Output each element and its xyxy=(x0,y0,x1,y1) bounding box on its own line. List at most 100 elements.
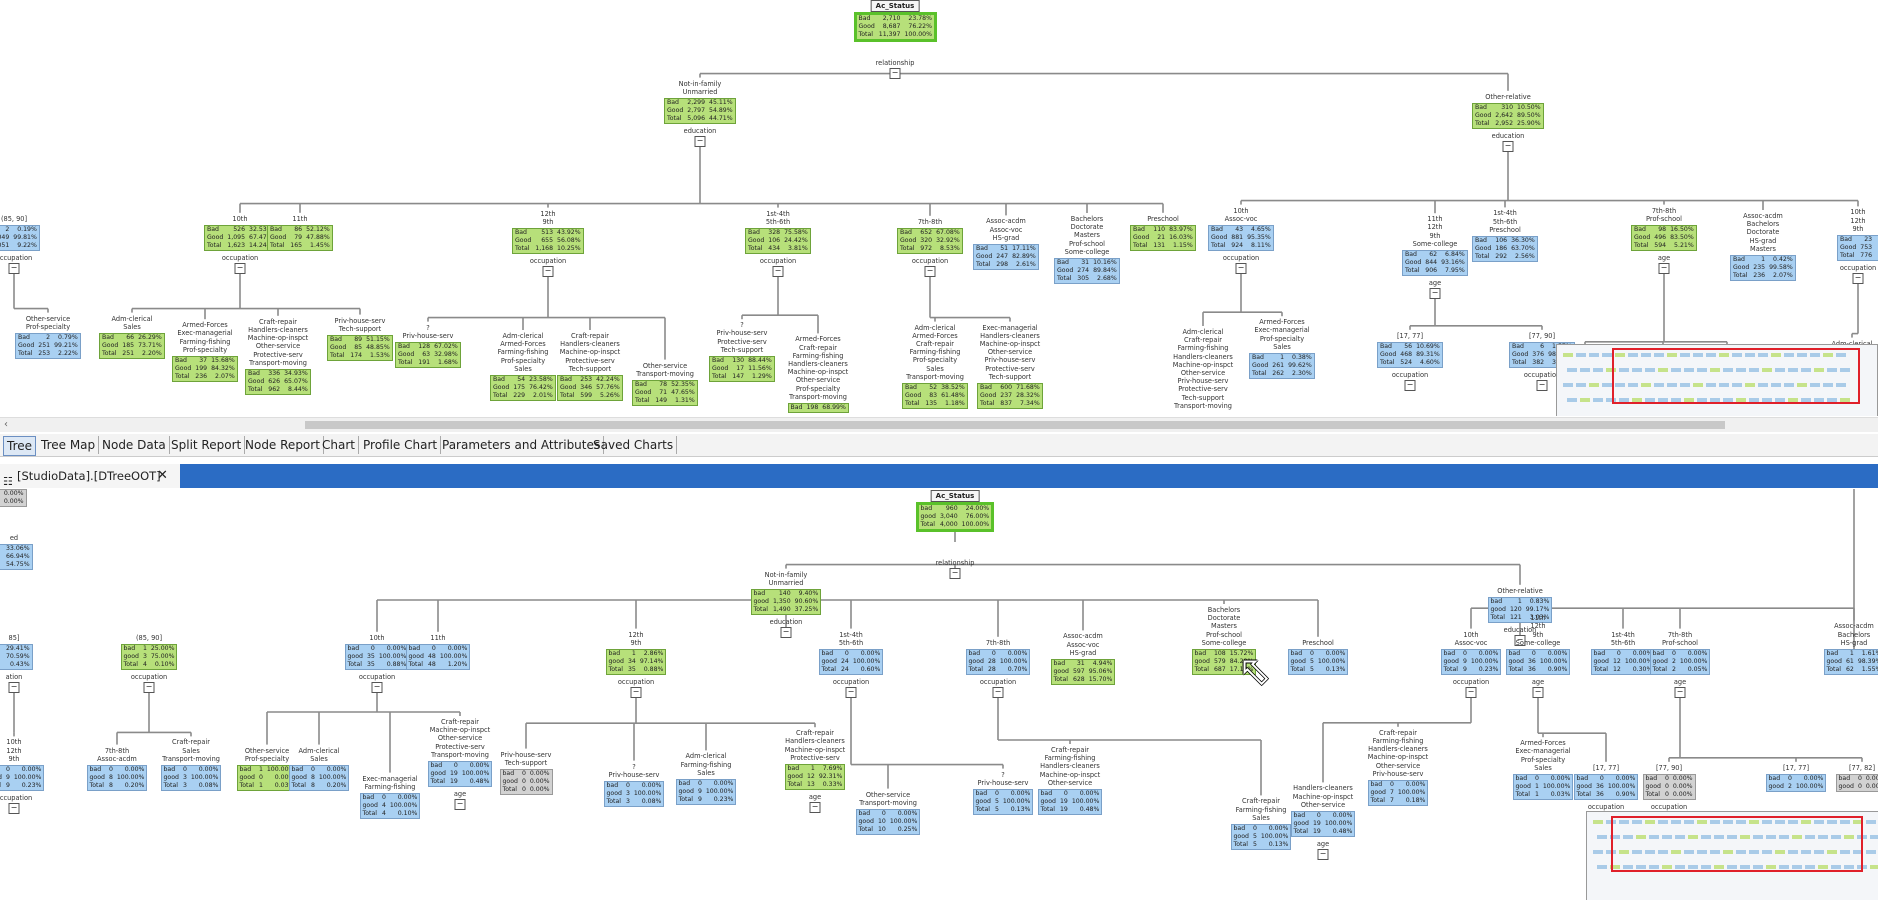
tree-node[interactable]: bad 0 0.00% good 10 100.00% Total 10 0.25% xyxy=(855,809,921,835)
tree-node[interactable]: bad 1 7.69% good 12 92.31% Total 13 0.33% xyxy=(784,764,846,790)
collapse-toggle-icon[interactable]: − xyxy=(1536,380,1548,391)
tree-node[interactable]: Bad 600 71.68% Good 237 28.32% Total 837 7.34% xyxy=(977,383,1043,409)
tree-node[interactable]: bad 1 0.83% good 120 99.17% Total 121 3.03% xyxy=(1487,597,1553,623)
tree-node[interactable]: bad 0 0.00% good 7 100.00% Total 7 0.18% xyxy=(1367,780,1429,806)
tree-node[interactable]: bad 0 0.00% good 35 100.00% Total 35 0.88% xyxy=(344,644,410,670)
scroll-left-icon[interactable]: ‹ xyxy=(4,419,8,430)
tree-node[interactable]: bad 0 0.00% good 12 100.00% Total 12 0.30% xyxy=(1590,649,1656,675)
tree-node[interactable]: bad 0 0.00% good 5 100.00% Total 5 0.13% xyxy=(1287,649,1349,675)
tree-node[interactable]: bad 108 15.72% good 579 84.28% Total 687 17.18% xyxy=(1191,649,1257,675)
horizontal-scrollbar[interactable]: ‹ xyxy=(0,417,1878,432)
tree-node[interactable]: bad 0 0.00% good 1 100.00% Total 1 0.03% xyxy=(1512,774,1574,800)
tree-node[interactable]: bad 0 0.00% good 3 100.00% Total 3 0.08% xyxy=(160,765,222,791)
minimap-viewport[interactable] xyxy=(1612,348,1860,404)
root-node[interactable]: bad 960 24.00% good 3,040 76.00% Total 4,000 100… xyxy=(915,502,995,532)
collapse-toggle-icon[interactable]: − xyxy=(630,687,642,698)
tree-node[interactable]: bad 1 2.86% good 34 97.14% Total 35 0.88% xyxy=(605,649,667,675)
collapse-toggle-icon[interactable]: − xyxy=(1235,263,1247,274)
tree-canvas-top[interactable]: Ac_Status Bad 2,710 23.78% Good 8,687 76.22% To… xyxy=(0,0,1878,416)
tree-node[interactable]: Bad 253 42.24% Good 346 57.76% Total 599 5.26% xyxy=(557,375,623,401)
tree-node[interactable]: Bad 128 67.02% Good 63 32.98% Total 191 1.68% xyxy=(395,342,461,368)
tree-node[interactable]: bad 0 0.00% good 4 100.00% Total 4 0.10% xyxy=(359,793,421,819)
tree-node[interactable]: Bad 86 52.12% Good 79 47.88% Total 165 1.45% xyxy=(267,225,333,251)
minimap-viewport[interactable] xyxy=(1611,816,1863,872)
tab-tree[interactable]: Tree xyxy=(3,436,37,456)
tree-node[interactable]: bad 0 0.00% good 8 100.00% Total 8 0.20% xyxy=(86,765,148,791)
tree-node[interactable]: bad 1 100.00% good 0 0.00% Total 1 0.03% xyxy=(236,765,298,791)
scrollbar-thumb[interactable] xyxy=(305,421,1725,429)
tree-node[interactable]: Bad 106 36.30% Good 186 63.70% Total 292 2.56% xyxy=(1472,236,1538,262)
tree-node[interactable]: Bad 54 23.58% Good 175 76.42% Total 229 2.01% xyxy=(490,375,556,401)
collapse-toggle-icon[interactable]: − xyxy=(924,266,936,277)
tree-node[interactable]: bad 0 0.00% good 8 100.00% Total 8 0.20% xyxy=(288,765,350,791)
collapse-toggle-icon[interactable]: − xyxy=(1658,263,1670,274)
collapse-toggle-icon[interactable]: − xyxy=(1674,687,1686,698)
tab-chart[interactable]: Chart xyxy=(319,436,359,454)
tree-node[interactable]: 2 0.19% ,04999.81%,051 9.22% xyxy=(0,225,40,251)
collapse-toggle-icon[interactable]: − xyxy=(1852,273,1864,284)
tree-node[interactable]: Bad 1 0.42% Good 235 99.58% Total 236 2.07% xyxy=(1730,255,1796,281)
collapse-toggle-icon[interactable]: − xyxy=(889,68,901,79)
root-node[interactable]: Bad 2,710 23.78% Good 8,687 76.22% Total 11,397… xyxy=(853,12,937,42)
tree-node[interactable]: bad 1 25.00% good 3 75.00% Total 4 0.10% xyxy=(120,644,178,670)
collapse-toggle-icon[interactable]: − xyxy=(694,136,706,147)
tree-node[interactable]: bad 0 0.00% good 3 100.00% Total 3 0.08% xyxy=(603,781,665,807)
collapse-toggle-icon[interactable]: − xyxy=(8,263,20,274)
tree-node[interactable]: Bad 37 15.68% Good 199 84.32% Total 236 2.07% xyxy=(172,356,238,382)
collapse-toggle-icon[interactable]: − xyxy=(1532,687,1544,698)
collapse-toggle-icon[interactable]: − xyxy=(1404,380,1416,391)
collapse-toggle-icon[interactable]: − xyxy=(371,682,383,693)
collapse-toggle-icon[interactable]: − xyxy=(949,568,961,579)
tree-node[interactable]: Bad 66 26.29% Good 185 73.71% Total 251 2.20% xyxy=(99,333,165,359)
close-tab-icon[interactable]: ✕ xyxy=(157,468,168,483)
tree-node[interactable]: Bad 89 51.15% Good 85 48.85% Total 174 1.53% xyxy=(327,335,393,361)
tree-node[interactable]: bad 0 0.00% good 19 100.00% Total 19 0.48% xyxy=(1037,789,1103,815)
tree-node[interactable]: bad 0 0.00% good 2 100.00% Total 2 0.05% xyxy=(1649,649,1711,675)
tab-tree-map[interactable]: Tree Map xyxy=(38,436,100,454)
collapse-toggle-icon[interactable]: − xyxy=(780,627,792,638)
tab-node-report[interactable]: Node Report xyxy=(242,436,324,454)
collapse-toggle-icon[interactable]: − xyxy=(1502,141,1514,152)
collapse-toggle-icon[interactable]: − xyxy=(8,682,20,693)
tree-node[interactable]: Bad 62 6.84% Good 844 93.16% Total 906 7.95% xyxy=(1402,250,1468,276)
tree-node[interactable]: Bad 52 38.52% Good 83 61.48% Total 135 1.18% xyxy=(902,383,968,409)
tree-node[interactable]: bad 31 4.94% good 597 95.06% Total 628 15.70% xyxy=(1050,659,1116,685)
tree-node[interactable]: Bad 198 68.99% xyxy=(787,403,849,413)
tab-node-data[interactable]: Node Data xyxy=(99,436,170,454)
tree-node[interactable]: bad 0 0.00% good 36 100.00% Total 36 0.90% xyxy=(1573,774,1639,800)
tree-node[interactable]: Bad 2 0.79% Good 251 99.21% Total 253 2.22% xyxy=(15,333,81,359)
tree-node[interactable]: bad 0 0.00% good 48 100.00% Total 48 1.20% xyxy=(405,644,471,670)
tree-node[interactable]: Bad 1 0.38% Good 261 99.62% Total 262 2.30% xyxy=(1249,353,1315,379)
tree-node[interactable]: bad 0 0.00% good 0 0.00% Total 0 0.00% xyxy=(499,769,553,795)
collapse-toggle-icon[interactable]: − xyxy=(143,682,155,693)
tab-parameters-and-attributes[interactable]: Parameters and Attributes xyxy=(439,436,605,454)
tree-minimap[interactable] xyxy=(1556,344,1878,416)
tree-node[interactable]: Bad 51 17.11% Good 247 82.89% Total 298 2.61% xyxy=(973,244,1039,270)
tree-node[interactable]: Bad 336 34.93% Good 626 65.07% Total 962 8.44% xyxy=(245,369,311,395)
collapse-toggle-icon[interactable]: − xyxy=(542,266,554,277)
tree-node[interactable]: Bad 652 67.08% Good 320 32.92% Total 972 8.53% xyxy=(897,228,963,254)
collapse-toggle-icon[interactable]: − xyxy=(772,266,784,277)
tree-minimap[interactable] xyxy=(1586,811,1878,900)
collapse-toggle-icon[interactable]: − xyxy=(992,687,1004,698)
tree-node[interactable]: bad 0 0.00% good 19 100.00% Total 19 0.48% xyxy=(427,761,493,787)
tree-node[interactable]: Bad 130 88.44% Good 17 11.56% Total 147 1.29% xyxy=(709,356,775,382)
tree-node[interactable]: Bad 43 4.65% Good 881 95.35% Total 924 8.11% xyxy=(1208,225,1274,251)
collapse-toggle-icon[interactable]: − xyxy=(845,687,857,698)
collapse-toggle-icon[interactable]: − xyxy=(809,802,821,813)
tree-node[interactable]: bad 0 0.00% good 2 100.00% xyxy=(1765,774,1827,792)
tree-node[interactable]: 33.06% 66.94% 54.75% xyxy=(0,544,33,570)
tree-node[interactable]: Bad 2,299 45.11% Good 2,797 54.89% Total 5,096 4… xyxy=(664,98,736,124)
tree-node[interactable]: bad 0 0.00% good 19 100.00% Total 19 0.48% xyxy=(1290,811,1356,837)
tab-split-report[interactable]: Split Report xyxy=(168,436,246,454)
tree-node[interactable]: bad 140 9.40% good 1,350 90.60% Total 1,490 37.2… xyxy=(750,589,822,615)
document-tab[interactable]: ☷ [StudioData].[DTreeOOT] ✕ xyxy=(0,464,180,488)
tree-node[interactable]: Bad 310 10.50% Good 2,642 89.50% Total 2,952 25.… xyxy=(1472,103,1544,129)
tab-saved-charts[interactable]: Saved Charts xyxy=(590,436,678,454)
collapse-toggle-icon[interactable]: − xyxy=(234,263,246,274)
collapse-toggle-icon[interactable]: − xyxy=(454,799,466,810)
